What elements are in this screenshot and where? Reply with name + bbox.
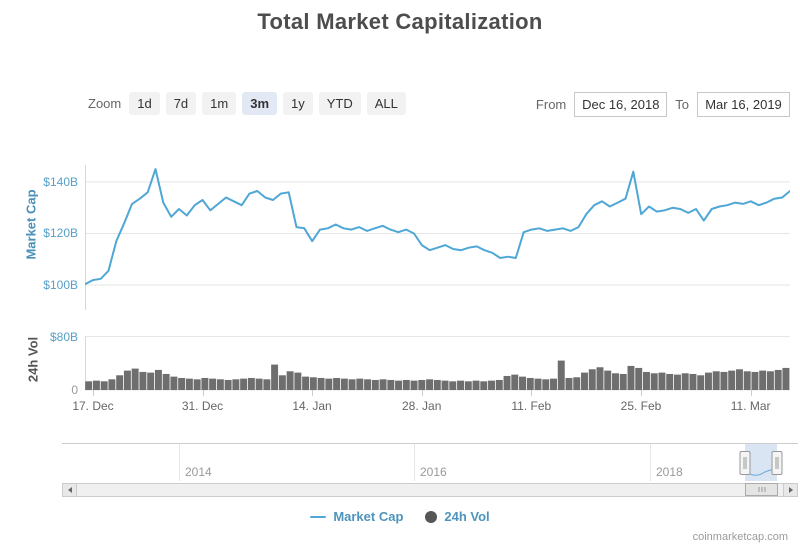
zoom-button-all[interactable]: ALL (366, 92, 406, 115)
x-axis-label: 28. Jan (402, 399, 442, 413)
right-arrow-icon (788, 487, 793, 493)
x-axis-ticks (85, 390, 790, 398)
to-label: To (675, 97, 689, 112)
page-title: Total Market Capitalization (257, 9, 543, 34)
left-arrow-icon (67, 487, 72, 493)
x-tick-mark (202, 390, 204, 396)
zoom-button-1d[interactable]: 1d (129, 92, 160, 115)
x-axis-label: 31. Dec (181, 399, 224, 413)
zoom-button-7d[interactable]: 7d (165, 92, 197, 115)
x-tick-mark (641, 390, 642, 396)
legend-label: Market Cap (333, 509, 404, 524)
zoom-button-1m[interactable]: 1m (202, 92, 237, 115)
navigator-gridline (650, 444, 651, 481)
from-label: From (535, 97, 567, 112)
scrollbar-thumb[interactable] (745, 483, 778, 496)
ytick-120b: $120B (43, 226, 78, 240)
legend-item-market-cap[interactable]: Market Cap (310, 509, 403, 524)
ytick-80b: $80B (49, 330, 78, 344)
x-axis-label: 25. Feb (620, 399, 662, 413)
horizontal-scrollbar[interactable] (62, 483, 798, 497)
scrollbar-right-button[interactable] (783, 484, 797, 496)
zoom-button-1y[interactable]: 1y (283, 92, 313, 115)
zoom-buttons: 1d 7d 1m 3m 1y YTD ALL (129, 92, 412, 115)
navigator[interactable]: 2014 2016 2018 (62, 443, 798, 481)
x-axis-label: 11. Mar (730, 399, 771, 413)
line-marker-icon (310, 515, 327, 518)
x-axis-label: 17. Dec (72, 399, 114, 413)
legend: Market Cap 24h Vol (0, 509, 800, 524)
x-tick-mark (312, 390, 313, 396)
x-axis-label: 14. Jan (292, 399, 332, 413)
x-tick-mark (531, 390, 533, 396)
scrollbar-left-button[interactable] (63, 484, 77, 496)
x-axis-labels: 17. Dec 31. Dec 14. Jan 28. Jan 11. Feb 25. F… (72, 399, 790, 415)
zoom-button-ytd[interactable]: YTD (318, 92, 361, 115)
to-date-input[interactable] (697, 92, 790, 117)
navigator-right-handle[interactable] (771, 450, 783, 475)
ytick-0: 0 (71, 383, 78, 397)
circle-marker-icon (425, 510, 438, 523)
legend-label: 24h Vol (444, 509, 490, 524)
ytick-100b: $100B (43, 278, 78, 292)
x-tick-mark (93, 390, 94, 396)
from-date-input[interactable] (574, 92, 668, 117)
navigator-year-label: 2018 (656, 465, 683, 479)
x-tick-mark (750, 390, 752, 396)
zoom-label: Zoom (88, 96, 122, 111)
legend-item-24h-vol[interactable]: 24h Vol (425, 509, 490, 524)
zoom-button-3m[interactable]: 3m (242, 92, 278, 115)
volume-bar-chart[interactable] (85, 330, 790, 392)
chart-credit: coinmarketcap.com (692, 531, 788, 543)
navigator-left-handle[interactable] (739, 450, 751, 475)
date-range-group: From To (536, 92, 790, 117)
zoom-preset-group: Zoom 1d 7d 1m 3m 1y YTD ALL (88, 92, 412, 115)
market-cap-line-chart[interactable] (85, 155, 790, 315)
navigator-gridline (179, 444, 180, 481)
x-tick-mark (421, 390, 423, 396)
x-axis-label: 11. Feb (511, 399, 552, 413)
navigator-year-label: 2014 (185, 465, 212, 479)
navigator-gridline (414, 444, 415, 481)
ytick-140b: $140B (43, 175, 78, 189)
navigator-year-label: 2016 (420, 465, 447, 479)
